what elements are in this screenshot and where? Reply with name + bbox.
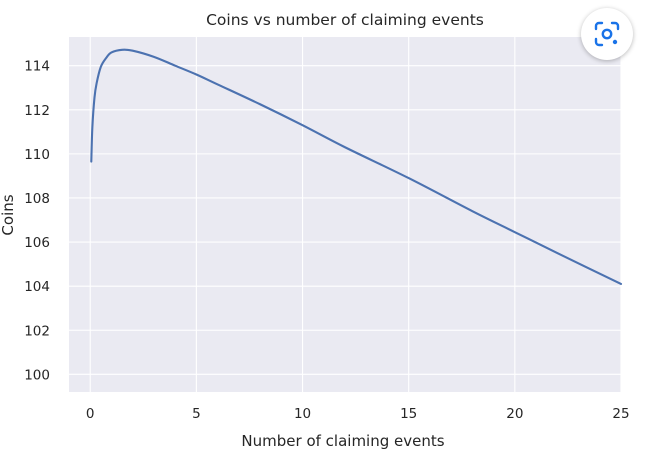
x-tick-label: 5 [192,406,201,422]
series-line [90,48,623,286]
x-tick-label: 25 [612,406,629,422]
y-tick-label: 108 [24,191,50,207]
y-tick-label: 112 [24,103,50,119]
google-lens-button[interactable] [581,8,633,60]
chart-title: Coins vs number of claiming events [206,11,484,29]
google-lens-icon [594,21,620,47]
y-tick-label: 114 [24,59,50,75]
tick-labels: 0 5 10 15 20 25 100 102 104 106 108 110 112 114 [24,59,629,422]
x-tick-label: 15 [400,406,417,422]
y-tick-label: 106 [24,235,50,251]
y-tick-label: 104 [24,279,50,295]
y-tick-label: 110 [24,147,50,163]
y-tick-label: 100 [24,367,50,383]
x-tick-label: 20 [506,406,523,422]
x-axis-title: Number of claiming events [241,432,444,450]
y-axis-title: Coins [0,194,17,235]
series-layer [90,48,623,286]
x-tick-label: 0 [86,406,95,422]
gridlines [69,37,622,392]
plot-background [69,37,621,392]
y-tick-label: 102 [24,323,50,339]
x-tick-label: 10 [294,406,311,422]
